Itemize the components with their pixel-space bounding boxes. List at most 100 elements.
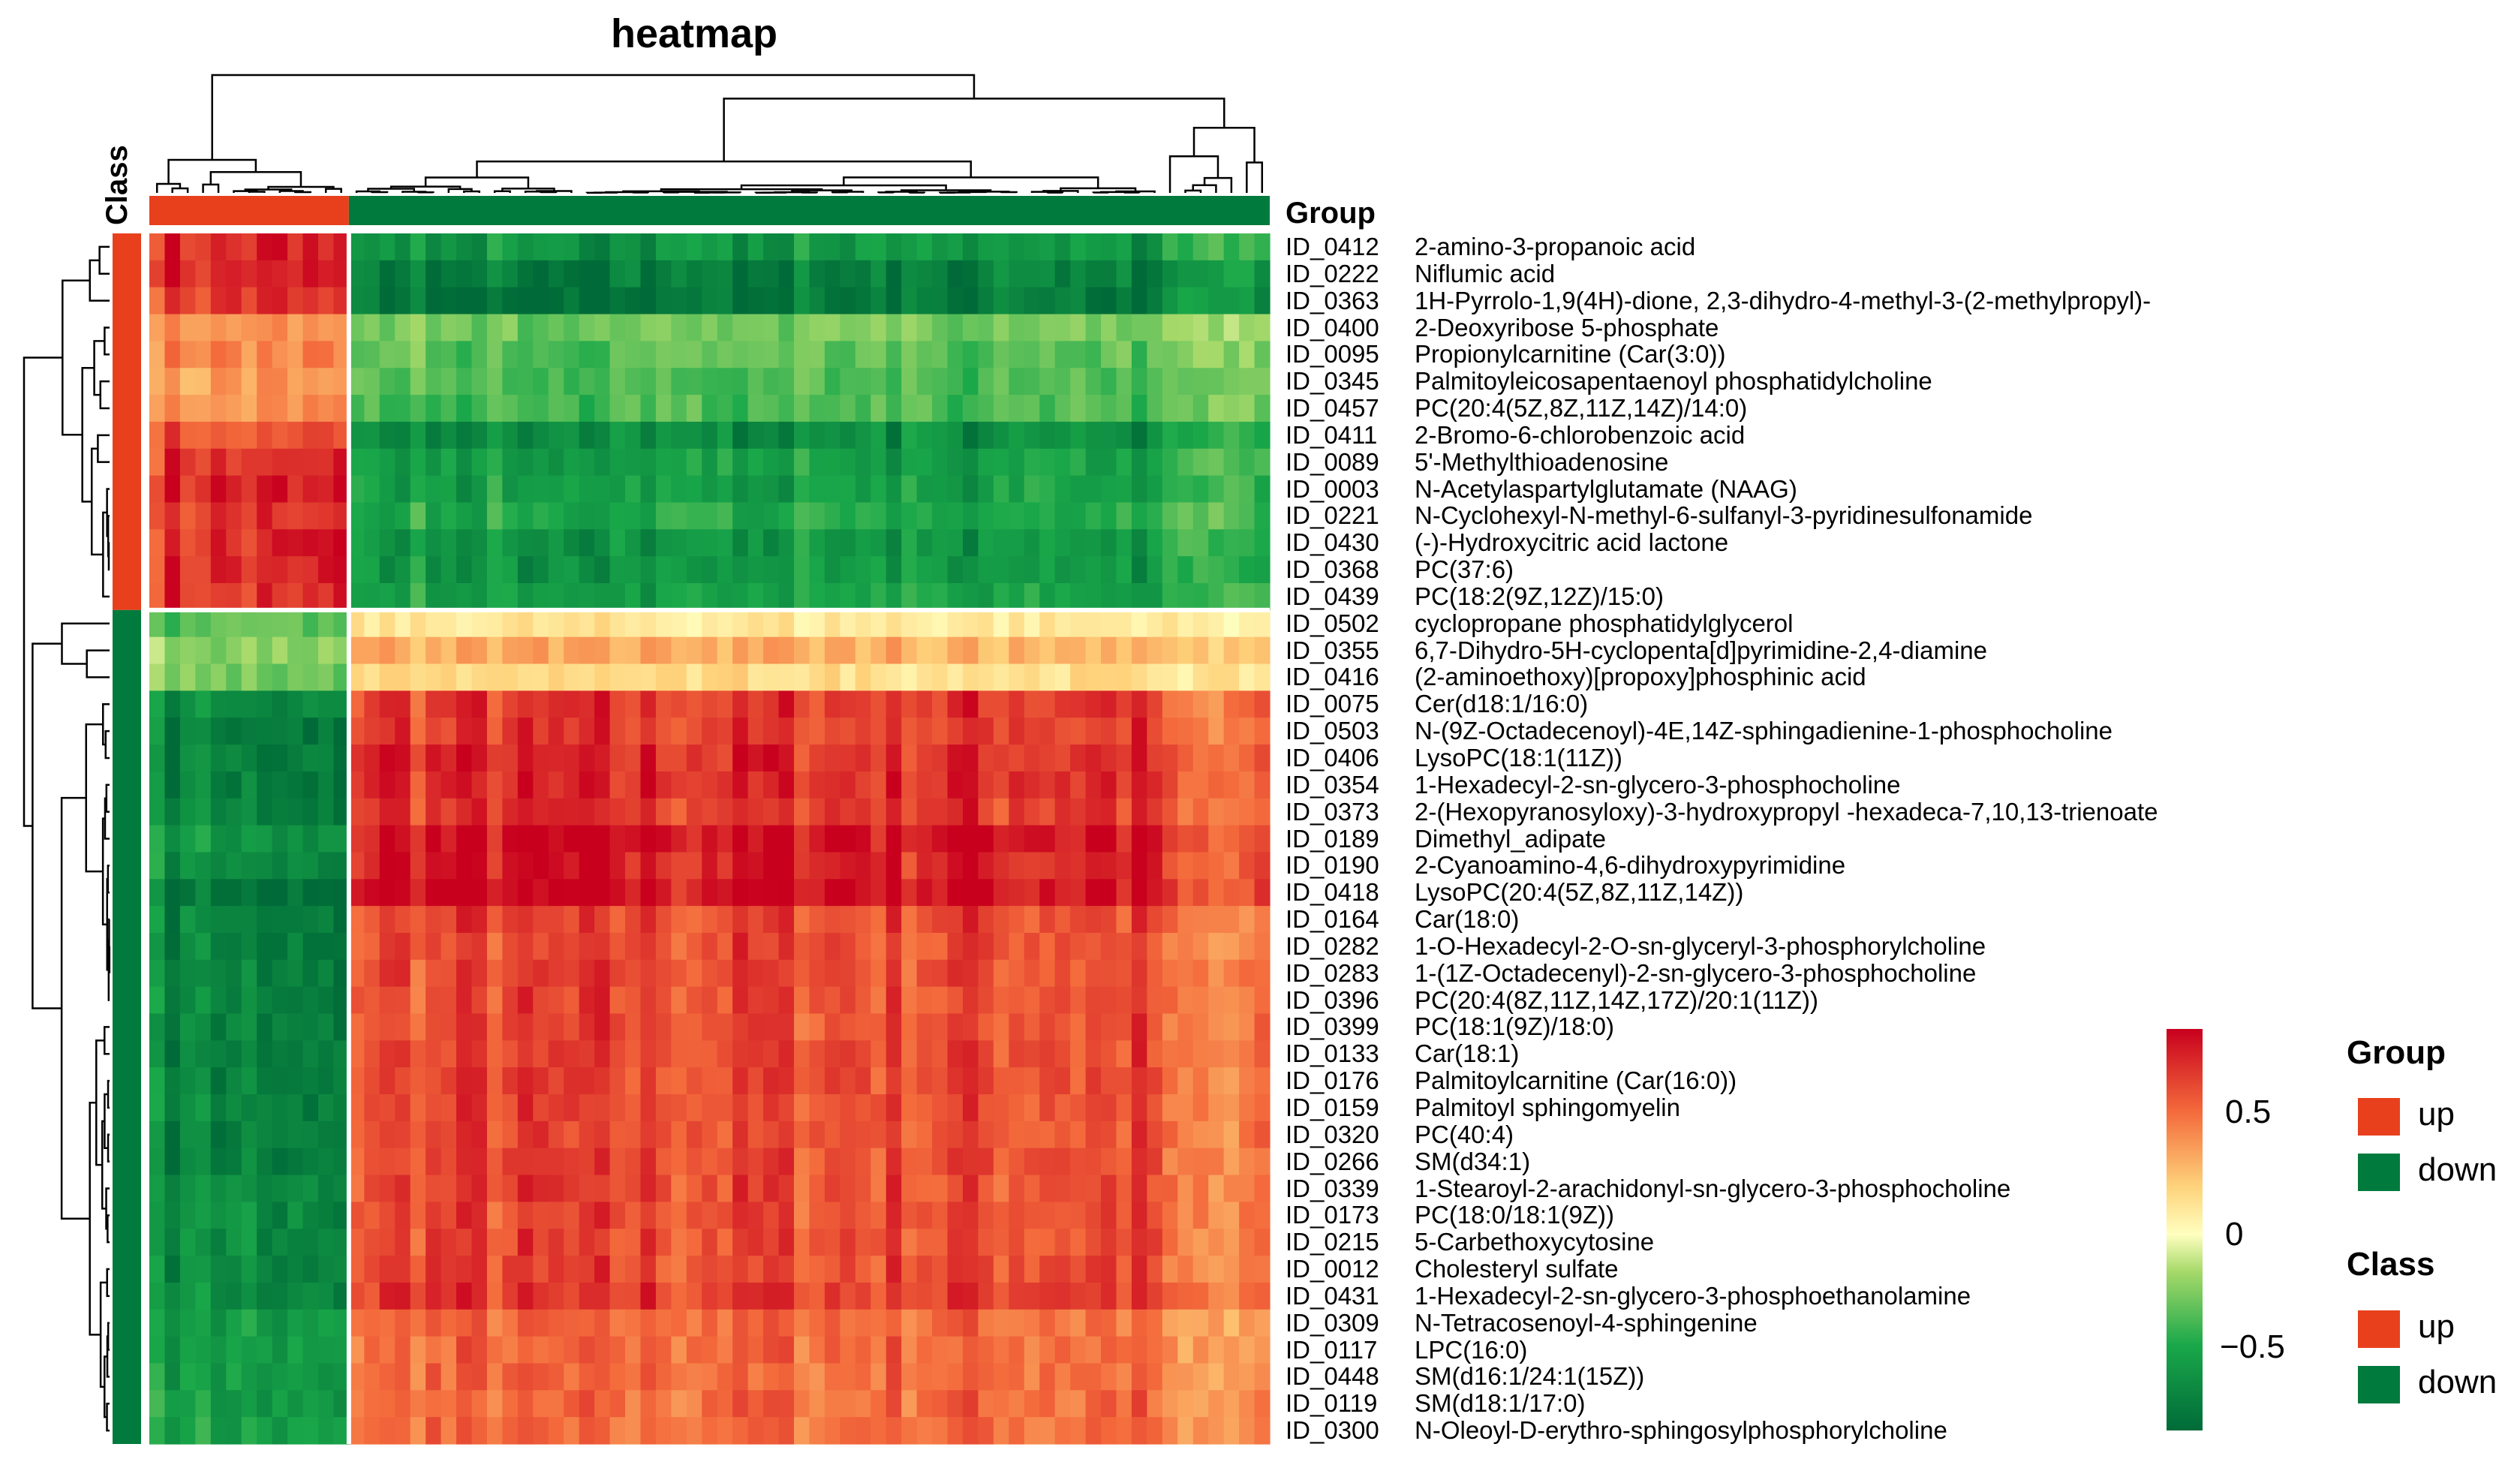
column-dendrogram-branch [1192,184,1217,193]
heatmap-cell [471,1336,488,1364]
heatmap-cell [1101,1336,1117,1364]
heatmap-cell [1009,609,1025,638]
heatmap-cell [625,1175,642,1202]
heatmap-cell [717,341,733,369]
heatmap-cell [226,287,242,315]
row-dendrogram-branch [107,541,110,571]
heatmap-cell [947,475,964,504]
heatmap-cell [226,502,242,530]
heatmap-cell [333,745,350,772]
heatmap-cell [579,395,595,423]
heatmap-cell [640,798,657,826]
heatmap-cell [1116,663,1132,691]
heatmap-cell [717,1256,733,1283]
heatmap-cell [763,556,780,584]
heatmap-cell [594,287,611,315]
heatmap-cell [456,556,473,584]
heatmap-cell [257,879,273,907]
heatmap-cell [747,1229,764,1256]
heatmap-cell [179,1390,196,1418]
heatmap-cell [272,529,288,557]
heatmap-cell [164,1013,181,1041]
heatmap-cell [1239,1282,1255,1310]
heatmap-cell [625,502,642,530]
heatmap-cell [486,906,503,934]
heatmap-cell [564,1336,580,1364]
heatmap-cell [179,986,196,1015]
heatmap-cell [947,368,964,396]
heatmap-cell [1177,421,1194,450]
heatmap-cell [655,448,672,477]
heatmap-cell [824,932,841,961]
heatmap-cell [287,1175,304,1202]
heatmap-cell [564,582,580,611]
heatmap-cell [564,287,580,315]
heatmap-cell [901,1148,918,1176]
heatmap-cell [1039,1336,1056,1364]
heatmap-cell [579,314,595,341]
heatmap-cell [257,1390,273,1418]
heatmap-cell [333,1256,350,1283]
heatmap-cell [517,771,534,799]
heatmap-cell [195,448,212,477]
heatmap-cell [287,636,304,665]
class-legend-title: Class [2347,1246,2435,1283]
heatmap-cell [241,932,257,961]
heatmap-cell [901,341,918,369]
heatmap-cell [1223,314,1240,341]
heatmap-cell [579,1336,595,1364]
heatmap-cell [1223,1121,1240,1149]
heatmap-cell [1162,771,1178,799]
heatmap-cell [702,852,718,880]
heatmap-cell [226,1148,242,1176]
heatmap-cell [671,852,687,880]
heatmap-cell [441,287,457,315]
heatmap-cell [609,1148,626,1176]
heatmap-cell [901,609,918,638]
heatmap-cell [317,395,335,423]
heatmap-cell [517,502,534,530]
heatmap-cell [932,395,949,423]
heatmap-cell [272,1417,288,1445]
heatmap-cell [686,475,702,504]
heatmap-cell [809,475,825,504]
heatmap-cell [287,529,304,557]
heatmap-cell [564,1363,580,1391]
heatmap-cell [671,717,687,745]
heatmap-cell [1101,852,1117,880]
heatmap-cell [840,475,856,504]
heatmap-cell [226,1040,242,1068]
heatmap-cell [1208,1121,1225,1149]
heatmap-cell [456,502,473,530]
heatmap-cell [1039,932,1056,961]
heatmap-cell [594,314,611,341]
heatmap-cell [564,448,580,477]
heatmap-cell [1085,1202,1102,1229]
heatmap-cell [901,1121,918,1149]
heatmap-cell [1024,502,1040,530]
heatmap-cell [1223,1040,1240,1068]
row-dendrogram-branch [101,817,107,925]
heatmap-cell [916,1094,933,1122]
row-dendrogram-branch [32,642,62,1009]
heatmap-cell [655,932,672,961]
heatmap-cell [824,1363,841,1391]
heatmap-cell [732,314,749,341]
heatmap-cell [272,663,288,691]
heatmap-cell [609,529,626,557]
heatmap-cell [410,1013,426,1041]
heatmap-cell [1177,475,1194,504]
heatmap-cell [548,1229,564,1256]
heatmap-cell [717,1390,733,1418]
heatmap-cell [809,1094,825,1122]
heatmap-cell [793,1282,810,1310]
heatmap-cell [517,1336,534,1364]
heatmap-cell [548,1121,564,1149]
heatmap-cell [348,1040,365,1068]
row-id-label: ID_0159 [1286,1093,1379,1121]
heatmap-cell [686,798,702,826]
heatmap-cell [671,341,687,369]
heatmap-cell [364,1309,380,1337]
heatmap-cell [333,771,350,799]
heatmap-cell [579,341,595,369]
